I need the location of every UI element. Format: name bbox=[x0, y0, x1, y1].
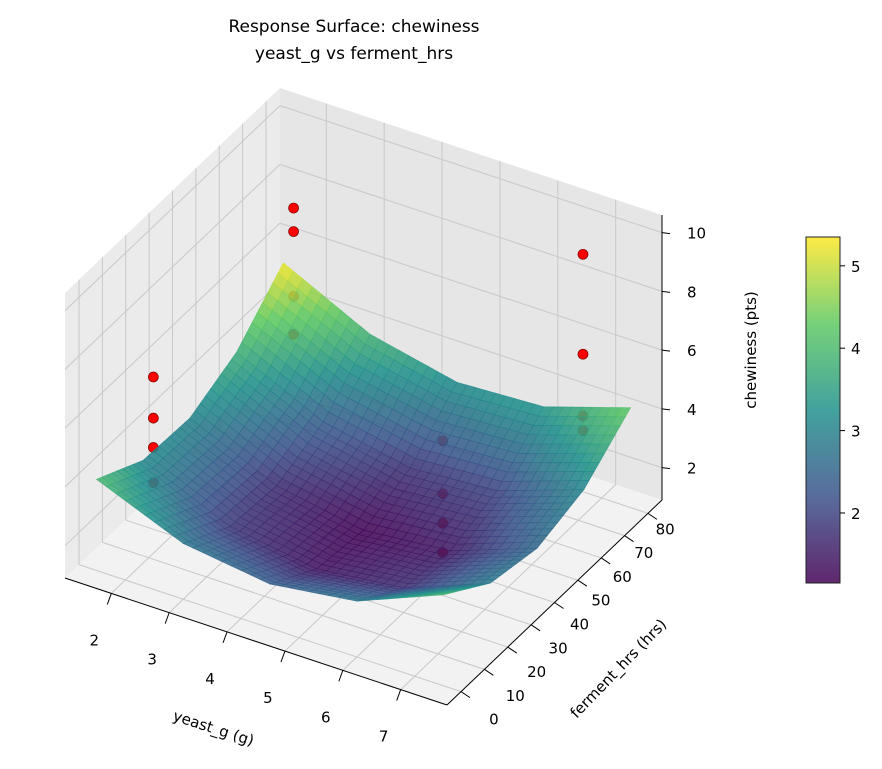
z-tick-label: 10 bbox=[687, 225, 706, 243]
y-tick-label: 20 bbox=[527, 663, 546, 681]
x-tick-label: 3 bbox=[147, 651, 157, 669]
surface bbox=[95, 262, 632, 602]
x-axis-label: yeast_g (g) bbox=[171, 707, 257, 751]
data-point bbox=[148, 412, 159, 424]
y-gridline bbox=[78, 564, 462, 693]
y-tick-mark bbox=[600, 557, 611, 565]
colorbar-tick-label: 3 bbox=[851, 423, 861, 441]
y-tick-mark bbox=[647, 512, 658, 520]
x-tick-mark bbox=[280, 650, 286, 663]
y-tick-label: 60 bbox=[613, 568, 632, 586]
y-tick-label: 50 bbox=[591, 592, 610, 610]
z-gridline bbox=[64, 281, 281, 488]
y-tick-label: 30 bbox=[549, 639, 568, 657]
y-tick-mark bbox=[460, 691, 471, 699]
y-gridline bbox=[102, 541, 485, 670]
z-tick-label: 4 bbox=[687, 401, 697, 419]
x-tick-label: 5 bbox=[263, 689, 273, 707]
y-tick-mark bbox=[530, 624, 541, 632]
x-tick-label: 4 bbox=[205, 670, 215, 688]
y-tick-label: 40 bbox=[570, 616, 589, 634]
y-tick-mark bbox=[554, 602, 564, 609]
x-tick-label: 7 bbox=[379, 728, 389, 746]
surface-facet bbox=[433, 593, 449, 596]
y-tick-label: 10 bbox=[506, 687, 525, 705]
z-tick-label: 6 bbox=[687, 342, 697, 360]
z-tick-label: 8 bbox=[687, 283, 697, 301]
data-point bbox=[148, 371, 159, 383]
x-tick-label: 6 bbox=[321, 708, 331, 726]
y-tick-label: 0 bbox=[489, 711, 499, 729]
x-tick-mark bbox=[106, 593, 112, 605]
data-point bbox=[577, 248, 589, 260]
y-tick-mark bbox=[577, 579, 588, 587]
z-tick-label: 2 bbox=[687, 460, 697, 478]
y-tick-label: 70 bbox=[634, 544, 653, 562]
x-tick-mark bbox=[396, 689, 402, 701]
z-tick-mark bbox=[661, 467, 671, 470]
chart-subtitle: yeast_g vs ferment_hrs bbox=[255, 44, 453, 64]
x-tick-mark bbox=[222, 631, 228, 644]
z-gridline bbox=[64, 105, 281, 311]
x-tick-mark bbox=[164, 612, 170, 624]
z-tick-mark bbox=[661, 290, 671, 293]
colorbar-tick-label: 5 bbox=[851, 258, 861, 276]
data-point bbox=[577, 348, 589, 360]
z-gridline bbox=[279, 281, 663, 410]
z-tick-mark bbox=[661, 232, 671, 235]
data-point bbox=[288, 202, 299, 214]
y-tick-mark bbox=[507, 646, 518, 654]
colorbar-tick-label: 4 bbox=[851, 340, 861, 358]
z-tick-mark bbox=[661, 408, 671, 411]
y-tick-mark bbox=[624, 535, 634, 543]
z-gridline bbox=[279, 222, 663, 351]
colorbar: 2 3 4 5 bbox=[805, 236, 861, 584]
z-gridline bbox=[279, 163, 663, 292]
y-tick-label: 80 bbox=[656, 520, 675, 538]
z-gridline bbox=[64, 164, 281, 370]
y-tick-mark bbox=[484, 668, 494, 676]
x-tick-label: 2 bbox=[90, 631, 100, 649]
x-tick-mark bbox=[338, 670, 344, 682]
data-point bbox=[288, 226, 299, 237]
axis-lines bbox=[64, 215, 671, 706]
z-gridline bbox=[279, 105, 663, 234]
z-tick-mark bbox=[661, 349, 671, 352]
colorbar-tick-label: 2 bbox=[851, 505, 861, 523]
colorbar-gradient bbox=[805, 236, 841, 584]
z-axis-label: chewiness (pts) bbox=[742, 291, 760, 408]
chart-title: Response Surface: chewiness bbox=[228, 17, 479, 37]
x-axis-line bbox=[64, 577, 448, 706]
z-gridline bbox=[64, 222, 281, 429]
